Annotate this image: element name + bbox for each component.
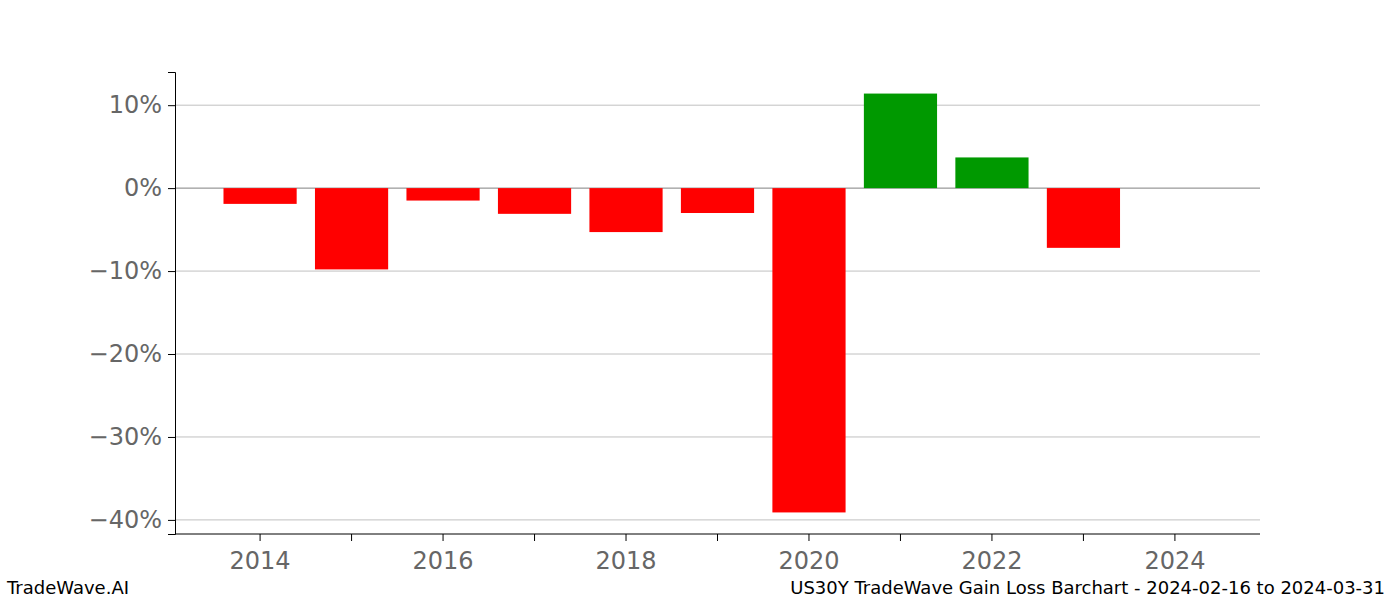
x-tick bbox=[534, 534, 535, 541]
y-tick-mark bbox=[168, 188, 175, 189]
bar bbox=[1138, 188, 1211, 189]
bar bbox=[589, 188, 662, 232]
footer-left: TradeWave.AI bbox=[6, 577, 129, 598]
x-tick-mark bbox=[1083, 534, 1084, 541]
x-tick-label: 2014 bbox=[230, 547, 291, 575]
y-tick-mark bbox=[168, 437, 175, 438]
bar bbox=[406, 188, 479, 200]
grid-line bbox=[175, 105, 1260, 106]
x-tick-mark bbox=[443, 534, 444, 541]
x-tick-label: 2022 bbox=[961, 547, 1022, 575]
bar bbox=[315, 188, 388, 269]
grid-line bbox=[175, 354, 1260, 355]
y-tick-label: 10% bbox=[109, 91, 162, 119]
bar bbox=[772, 188, 845, 512]
x-tick-mark bbox=[626, 534, 627, 541]
y-tick: 0% bbox=[124, 174, 175, 202]
grid-line bbox=[175, 271, 1260, 272]
x-axis: 2014 2016 2018 2020 2022 2024 bbox=[175, 534, 1260, 575]
x-tick bbox=[351, 534, 352, 541]
bar bbox=[955, 157, 1028, 188]
y-tick-label: −10% bbox=[89, 257, 162, 285]
x-tick-label: 2018 bbox=[595, 547, 656, 575]
title: US30Y TradeWave Gain Loss Barchart - 202… bbox=[790, 577, 1385, 598]
x-tick-mark bbox=[900, 534, 901, 541]
bars bbox=[223, 94, 1120, 513]
y-tick: 10% bbox=[109, 91, 175, 119]
x-tick bbox=[900, 534, 901, 541]
y-axis: −40% −30% −20% −10% 0% 10% bbox=[89, 73, 176, 535]
x-tick: 2018 bbox=[595, 534, 656, 575]
bar bbox=[223, 188, 296, 204]
x-tick-mark bbox=[808, 534, 809, 541]
x-tick: 2020 bbox=[778, 534, 839, 575]
bar bbox=[1047, 188, 1120, 248]
y-tick-mark bbox=[168, 105, 175, 106]
x-tick-label: 2024 bbox=[1144, 547, 1205, 575]
x-tick-mark bbox=[1174, 534, 1175, 541]
x-tick-label: 2016 bbox=[413, 547, 474, 575]
bar bbox=[681, 188, 754, 213]
y-tick-label: 0% bbox=[124, 174, 162, 202]
x-tick-label: 2020 bbox=[778, 547, 839, 575]
x-tick: 2022 bbox=[961, 534, 1022, 575]
bar bbox=[498, 188, 571, 214]
y-axis-line bbox=[168, 73, 176, 535]
x-tick: 2016 bbox=[413, 534, 474, 575]
y-tick-mark bbox=[168, 271, 175, 272]
y-tick: −30% bbox=[89, 423, 175, 451]
y-tick: −40% bbox=[89, 506, 175, 534]
x-tick: 2024 bbox=[1144, 534, 1205, 575]
x-tick-mark bbox=[260, 534, 261, 541]
y-tick-mark bbox=[168, 520, 175, 521]
x-tick-mark bbox=[717, 534, 718, 541]
y-tick: −10% bbox=[89, 257, 175, 285]
grid-line bbox=[175, 519, 1260, 520]
y-tick-label: −20% bbox=[89, 340, 162, 368]
grid-line bbox=[175, 436, 1260, 437]
y-tick-label: −30% bbox=[89, 423, 162, 451]
x-tick bbox=[717, 534, 718, 541]
y-tick: −20% bbox=[89, 340, 175, 368]
x-tick: 2014 bbox=[230, 534, 291, 575]
y-tick-label: −40% bbox=[89, 506, 162, 534]
bar bbox=[864, 94, 937, 189]
y-tick-mark bbox=[168, 354, 175, 355]
x-tick bbox=[1083, 534, 1084, 541]
x-tick-mark bbox=[351, 534, 352, 541]
grid bbox=[175, 105, 1260, 520]
chart: −40% −30% −20% −10% 0% 10% 2014 2016 2018 2020 202… bbox=[0, 0, 1400, 600]
x-tick-mark bbox=[534, 534, 535, 541]
x-tick-mark bbox=[991, 534, 992, 541]
